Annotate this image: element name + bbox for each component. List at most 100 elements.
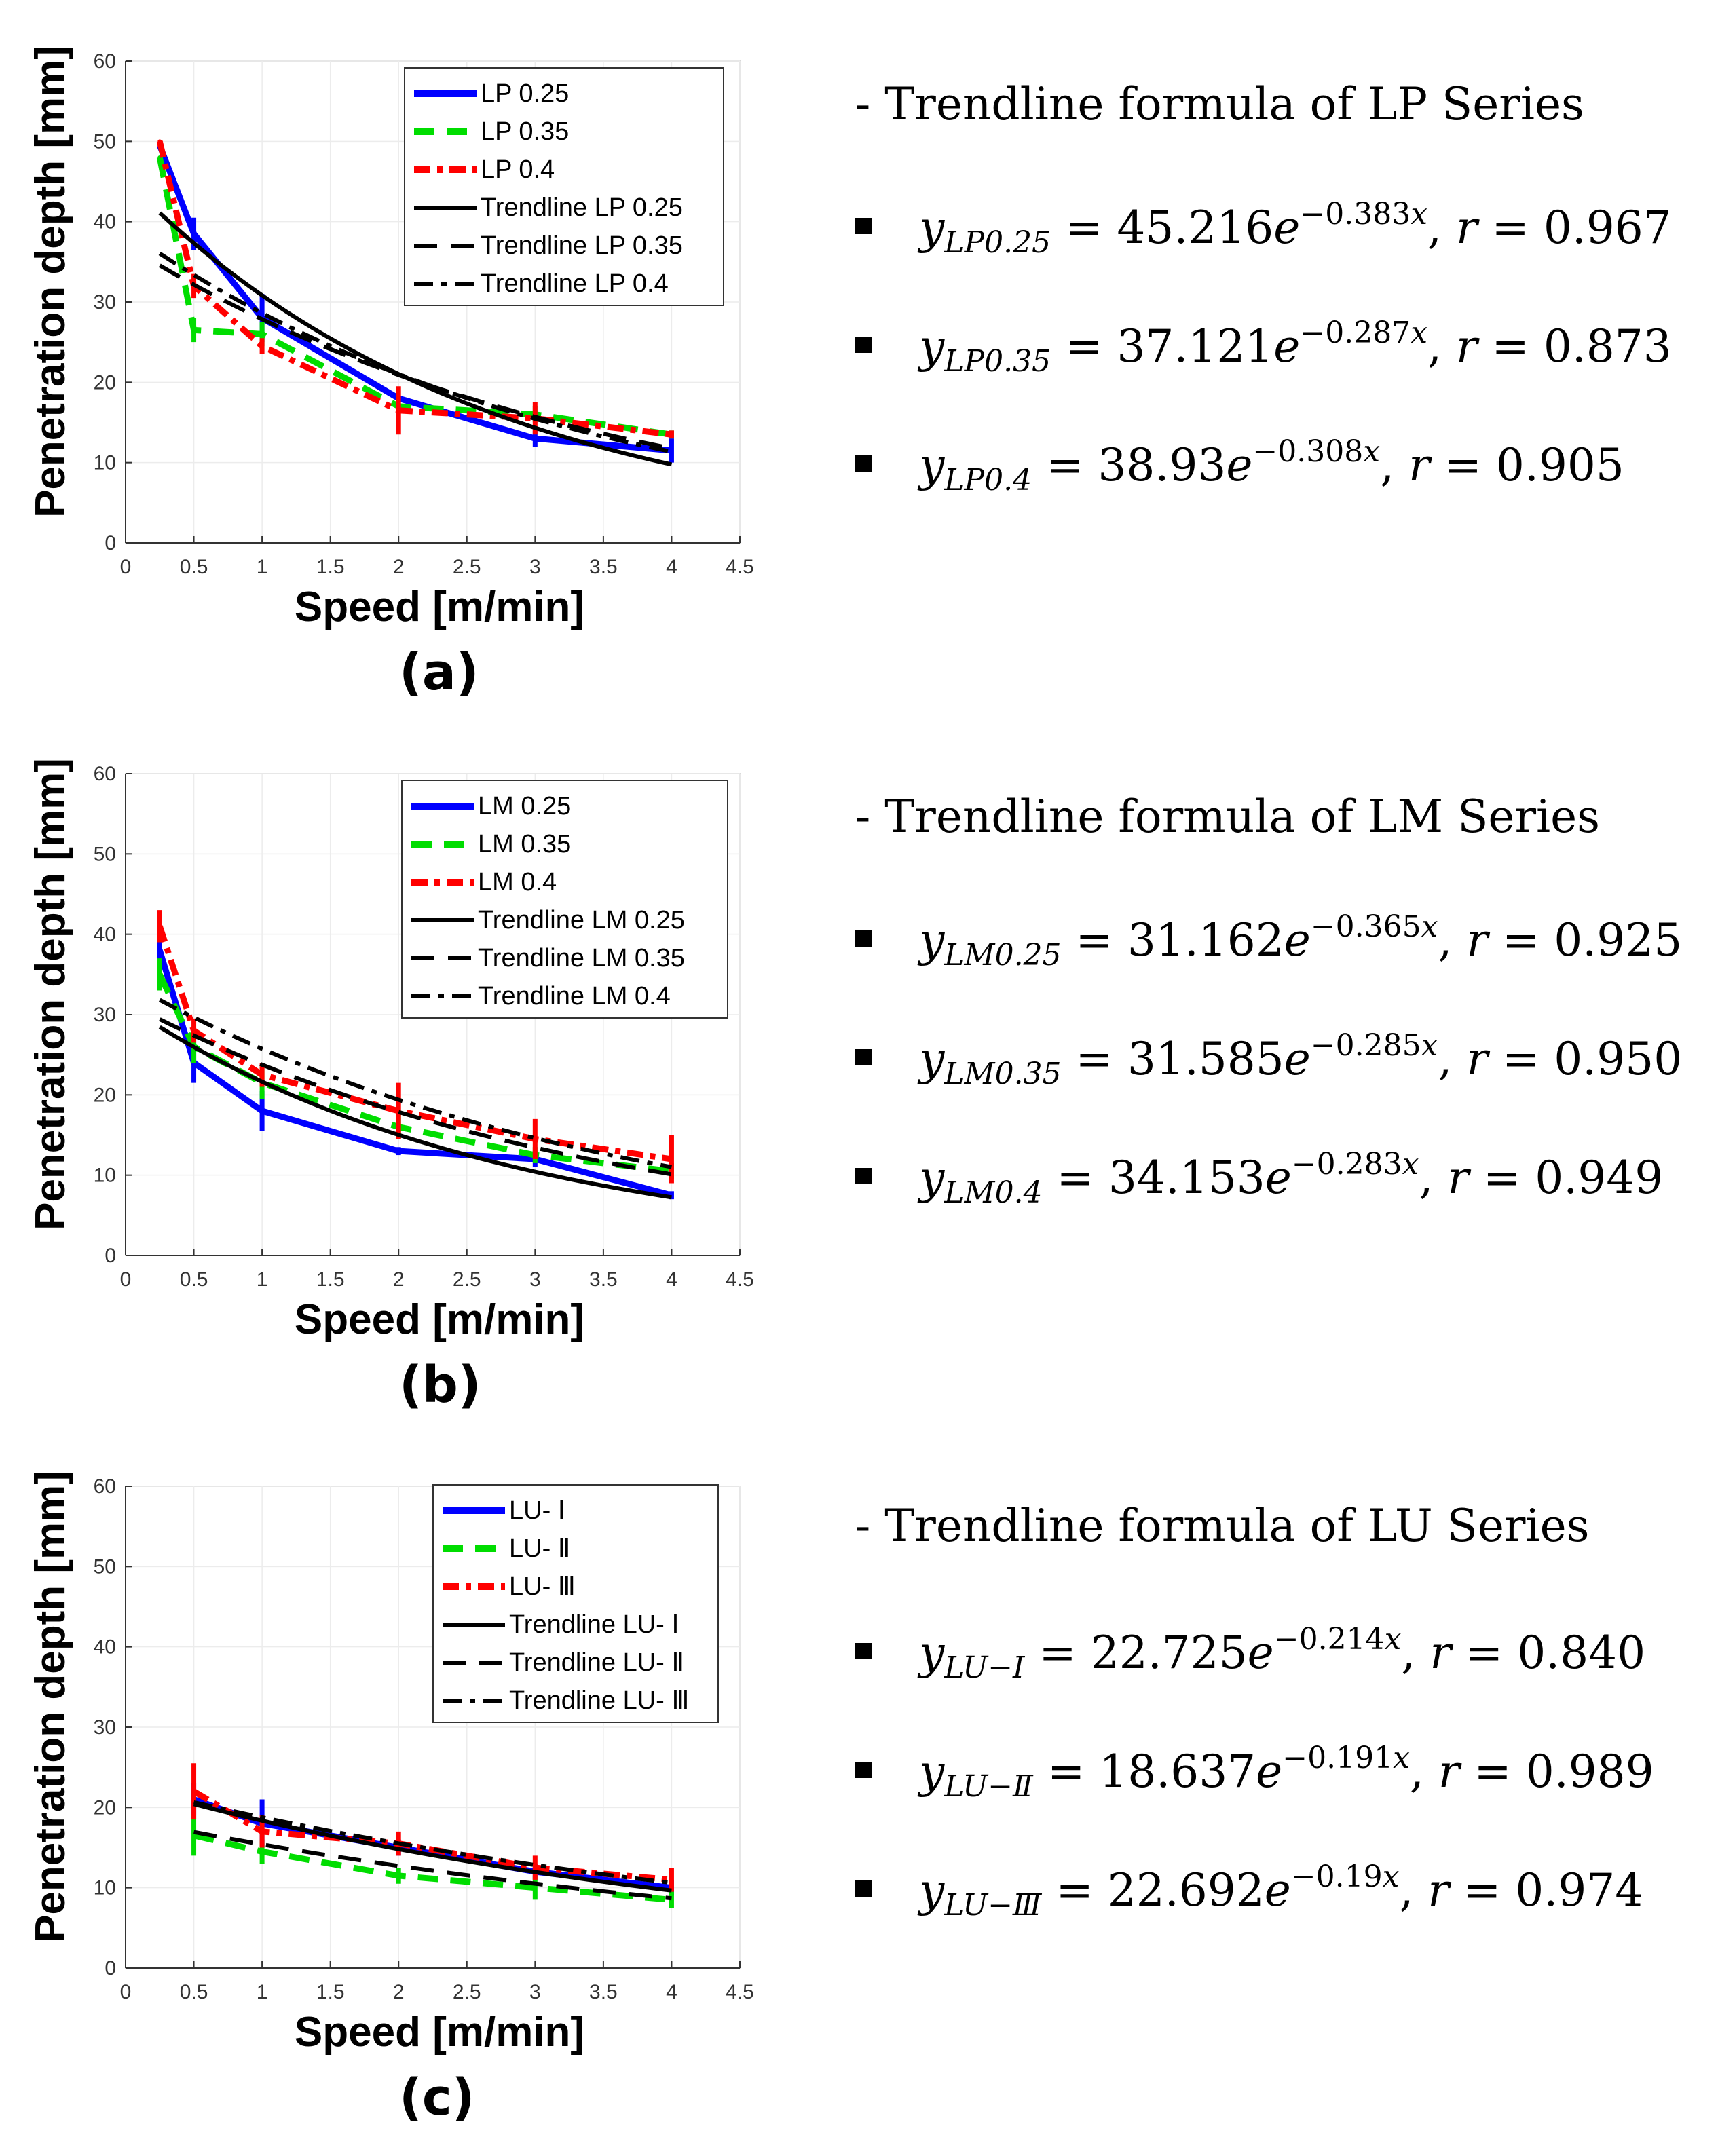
formula-row: yLP0.35 = 37.121e−0.287x, r = 0.873 [855,316,1672,379]
x-tick-label: 0 [120,1981,132,2003]
bullet-icon [855,1049,872,1065]
data-point [260,1849,265,1854]
legend-label: LM 0.35 [478,830,571,858]
data-point [396,1873,401,1878]
panel-caption: (a) [399,643,479,702]
formula-coefficient: 31.162 [1127,914,1284,966]
panel-a: 0 0.5 1 1.5 2 2.5 3 3.5 4 4.5 0 10 20 30 40 50 60 Speed [… [0,0,1718,719]
formula-r-value: 0.989 [1525,1745,1654,1798]
formula-y: y [919,1627,945,1679]
bullet-icon [855,1762,872,1778]
bullet-icon [855,1880,872,1897]
formula-coefficient: 38.93 [1098,439,1227,491]
x-tick-label: 1 [257,1268,268,1291]
x-tick-label: 2 [393,556,405,578]
legend-label: Trendline LP 0.4 [481,269,669,298]
legend-label: LP 0.35 [481,117,569,146]
x-axis-title: Speed [m/min] [295,1296,584,1343]
panel-b: 0 0.5 1 1.5 2 2.5 3 3.5 4 4.5 0 10 20 30 40 50 60 Speed [… [0,713,1718,1431]
formula-y: y [919,914,945,966]
data-point [533,436,538,441]
x-tick-label: 2.5 [453,556,481,578]
x-tick-label: 4.5 [726,1981,754,2003]
x-tick-label: 1.5 [316,1981,345,2003]
bullet-icon [855,337,872,353]
data-point [669,448,674,453]
x-tick-label: 0.5 [180,1981,208,2003]
legend-label: LP 0.25 [481,79,569,108]
formula-heading: - Trendline formula of LP Series [855,78,1584,130]
chart-b: 0 0.5 1 1.5 2 2.5 3 3.5 4 4.5 0 10 20 30 40 50 60 Speed [… [27,758,754,1343]
series-trendline-lp-0.4 [158,251,673,454]
bullet-icon [855,218,872,234]
trendline [193,1802,672,1893]
formula-exponent: −0.287x [1300,316,1428,350]
formula-subscript: LP0.25 [944,225,1051,260]
y-tick-label: 10 [94,1165,116,1187]
data-point [191,1789,196,1794]
formula-row: yLU−Ⅱ = 18.637e−0.191x, r = 0.989 [855,1741,1654,1804]
bullet-icon [855,1168,872,1184]
data-point [533,1885,538,1890]
formula-r-value: 0.967 [1543,202,1672,254]
formula-row: yLU−Ⅲ = 22.692e−0.19x, r = 0.974 [855,1859,1643,1923]
legend-label: Trendline LM 0.25 [478,906,685,934]
legend-label: LP 0.4 [481,155,555,184]
formula-subscript: LU−Ⅱ [944,1769,1033,1804]
formula-r-value: 0.974 [1515,1864,1644,1916]
legend: LP 0.25 LP 0.35 LP 0.4 Trendline LP 0.25 Tre… [404,67,724,306]
data-point [396,408,401,413]
series-trendline-lm-0.35 [158,1017,672,1177]
formula-subscript: LU−Ⅰ [944,1650,1025,1685]
formula-coefficient: 22.692 [1107,1864,1265,1916]
y-tick-label: 40 [94,1636,116,1659]
data-point [157,139,162,144]
formula-row: yLM0.25 = 31.162e−0.365x, r = 0.925 [855,909,1682,972]
y-tick-label: 60 [94,50,116,73]
legend-label: Trendline LM 0.35 [478,944,685,972]
formula-exponent: −0.19x [1290,1859,1400,1894]
y-tick-label: 60 [94,763,116,785]
formula-y: y [919,1033,945,1085]
x-tick-label: 0.5 [180,1268,208,1291]
formula-row: yLP0.4 = 38.93e−0.308x, r = 0.905 [855,434,1624,497]
data-point [669,432,674,437]
formula-exponent: −0.383x [1300,197,1428,231]
formula-subscript: LM0.35 [944,1057,1062,1091]
y-tick-label: 60 [94,1475,116,1498]
formula-coefficient: 18.637 [1099,1745,1256,1798]
y-tick-label: 50 [94,843,116,865]
panel-caption: (c) [399,2068,475,2127]
series-line [157,144,672,454]
x-tick-label: 1 [257,1981,268,2003]
formula-r-value: 0.873 [1543,320,1672,373]
y-axis-title: Penetration depth [mm] [27,758,74,1230]
trendline [193,1830,672,1901]
y-tick-label: 10 [94,452,116,474]
y-tick-label: 30 [94,1004,116,1026]
legend-label: LU- Ⅱ [509,1534,571,1563]
trendline [158,251,673,454]
data-point [191,1028,196,1033]
y-tick-label: 0 [105,532,116,554]
chart-c: 0 0.5 1 1.5 2 2.5 3 3.5 4 4.5 0 10 20 30 40 50 60 Speed [… [27,1471,754,2056]
y-tick-label: 10 [94,1877,116,1899]
data-point [157,948,162,953]
x-tick-label: 4.5 [726,1268,754,1291]
formula-row: yLP0.25 = 45.216e−0.383x, r = 0.967 [855,197,1672,260]
formula-r-value: 0.949 [1535,1152,1664,1204]
formula-row: yLM0.35 = 31.585e−0.285x, r = 0.950 [855,1028,1682,1091]
formula-coefficient: 22.725 [1090,1627,1248,1679]
formula-subscript: LP0.35 [944,344,1051,379]
formula-y: y [919,202,945,254]
data-point [260,1829,265,1834]
bullet-icon [855,1643,872,1659]
trendline [158,1017,672,1177]
data-point [260,332,265,337]
legend-label: LM 0.4 [478,868,557,896]
series-trendline-lm-0.4 [158,998,672,1169]
x-axis-title: Speed [m/min] [295,2009,584,2056]
formula-y: y [919,439,945,491]
y-tick-label: 0 [105,1245,116,1267]
trendline [158,1025,672,1200]
